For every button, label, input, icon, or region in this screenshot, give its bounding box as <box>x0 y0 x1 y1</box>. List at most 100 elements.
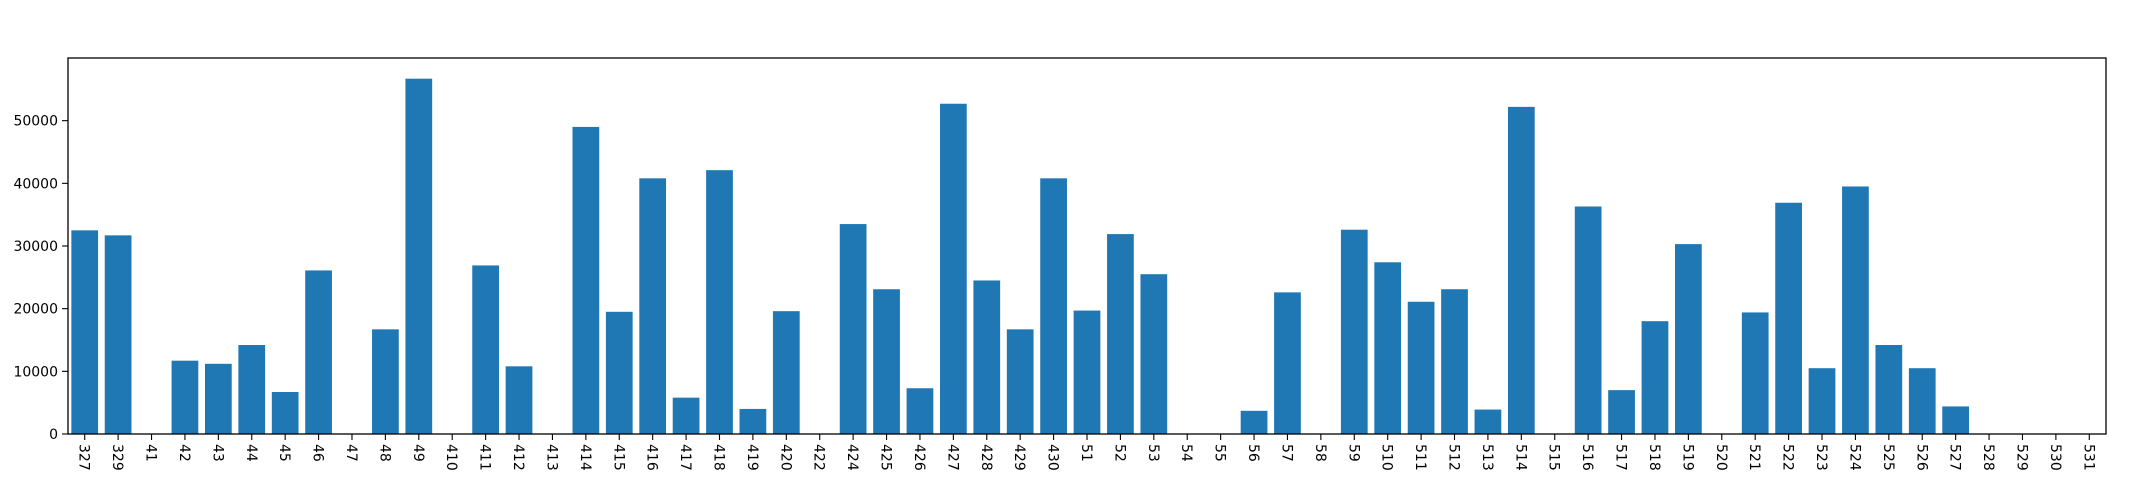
bar-429 <box>1006 329 1034 434</box>
x-tick-label: 522 <box>1780 444 1796 471</box>
x-tick-label: 57 <box>1278 444 1294 462</box>
bar-425 <box>873 289 900 434</box>
bar-44 <box>238 345 266 434</box>
x-tick-label: 518 <box>1646 444 1662 471</box>
x-tick-label: 329 <box>109 444 125 471</box>
x-tick-label: 414 <box>577 444 593 471</box>
x-tick-label: 44 <box>243 444 259 462</box>
x-tick-label: 511 <box>1412 444 1428 471</box>
x-tick-label: 416 <box>644 444 660 471</box>
bar-511 <box>1407 301 1435 434</box>
bar-412 <box>505 366 533 434</box>
x-tick-label: 47 <box>343 444 359 462</box>
bar-522 <box>1775 202 1802 434</box>
bar-512 <box>1441 289 1468 434</box>
x-tick-label: 531 <box>2080 444 2096 471</box>
bar-510 <box>1374 262 1402 434</box>
x-tick-label: 56 <box>1245 444 1261 462</box>
bar-415 <box>605 311 633 434</box>
bar-524 <box>1842 186 1869 434</box>
x-tick-label: 412 <box>510 444 526 471</box>
x-tick-label: 430 <box>1045 444 1061 471</box>
x-tick-label: 528 <box>1980 444 1996 471</box>
bar-42 <box>171 360 199 434</box>
bar-514 <box>1507 106 1535 434</box>
x-tick-label: 427 <box>944 444 960 471</box>
x-tick-label: 420 <box>777 444 793 471</box>
bar-513 <box>1474 409 1502 434</box>
x-tick-label: 425 <box>878 444 894 471</box>
x-tick-label: 529 <box>2013 444 2029 471</box>
bar-418 <box>706 170 733 435</box>
x-tick-label: 429 <box>1011 444 1027 471</box>
x-tick-label: 418 <box>710 444 726 471</box>
x-tick-label: 58 <box>1312 444 1328 462</box>
x-tick-label: 515 <box>1546 444 1562 471</box>
x-tick-label: 525 <box>1880 444 1896 471</box>
bar-59 <box>1340 229 1368 434</box>
bar-426 <box>906 388 934 434</box>
x-tick-label: 526 <box>1913 444 1929 471</box>
x-tick-label: 327 <box>76 444 92 471</box>
bar-57 <box>1274 292 1301 434</box>
y-tick-label: 30000 <box>13 239 58 255</box>
bar-53 <box>1140 274 1168 434</box>
bar-428 <box>973 280 1001 434</box>
bars-layer <box>71 78 1970 435</box>
y-tick-label: 20000 <box>13 302 58 318</box>
x-tick-label: 516 <box>1579 444 1595 471</box>
x-tick-label: 424 <box>844 444 860 471</box>
bar-516 <box>1574 206 1602 434</box>
bar-424 <box>839 224 867 434</box>
x-tick-label: 519 <box>1679 444 1695 471</box>
bar-49 <box>405 78 433 435</box>
x-tick-label: 523 <box>1813 444 1829 471</box>
x-tick-label: 411 <box>477 444 493 471</box>
bar-420 <box>772 311 800 434</box>
y-tick-label: 40000 <box>13 176 58 192</box>
bar-51 <box>1073 310 1101 434</box>
x-tick-label: 514 <box>1512 444 1528 471</box>
x-tick-label: 41 <box>143 444 159 462</box>
bar-56 <box>1240 410 1268 434</box>
x-tick-label: 54 <box>1178 444 1194 462</box>
x-tick-label: 46 <box>310 444 326 462</box>
x-tick-label: 426 <box>911 444 927 471</box>
x-tick-label: 527 <box>1947 444 1963 471</box>
bar-527 <box>1942 406 1970 434</box>
x-tick-label: 48 <box>376 444 392 462</box>
x-tick-label: 422 <box>811 444 827 471</box>
bar-419 <box>739 408 767 434</box>
x-tick-label: 517 <box>1613 444 1629 471</box>
bar-46 <box>305 270 332 434</box>
bar-523 <box>1808 368 1836 434</box>
x-tick-label: 521 <box>1746 444 1762 471</box>
bar-427 <box>940 103 967 434</box>
x-tick-label: 43 <box>209 444 225 462</box>
bar-519 <box>1675 244 1702 434</box>
x-tick-label: 55 <box>1212 444 1228 462</box>
x-tick-label: 413 <box>543 444 559 471</box>
x-tick-label: 524 <box>1846 444 1862 471</box>
bar-526 <box>1908 368 1936 434</box>
y-tick-label: 50000 <box>13 114 58 130</box>
y-axis: 0 10000 20000 30000 40000 50000 <box>13 114 68 443</box>
x-tick-label: 512 <box>1446 444 1462 471</box>
x-tick-label: 52 <box>1111 444 1127 462</box>
x-tick-label: 520 <box>1713 444 1729 471</box>
x-tick-label: 419 <box>744 444 760 471</box>
bar-327 <box>71 230 99 434</box>
x-tick-label: 51 <box>1078 444 1094 462</box>
x-tick-label: 45 <box>276 444 292 462</box>
bar-48 <box>372 329 399 434</box>
bar-517 <box>1608 390 1635 434</box>
x-tick-label: 59 <box>1345 444 1361 462</box>
bar-525 <box>1875 345 1903 434</box>
x-tick-label: 53 <box>1145 444 1161 462</box>
bar-417 <box>672 397 700 434</box>
x-tick-label: 42 <box>176 444 192 462</box>
bar-414 <box>572 126 600 435</box>
x-tick-label: 49 <box>410 444 426 462</box>
